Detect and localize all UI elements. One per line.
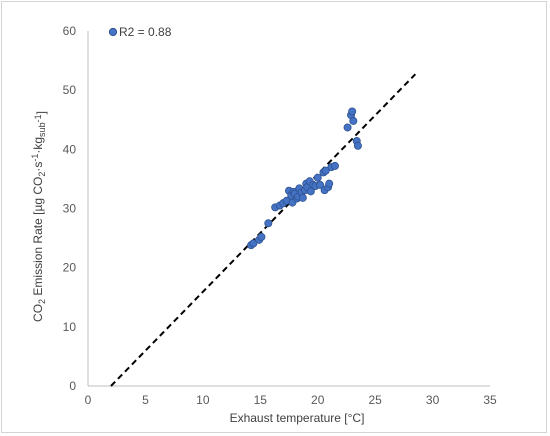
data-point	[349, 116, 358, 125]
x-tick-label: 30	[426, 393, 440, 407]
y-tick-label: 60	[63, 24, 77, 38]
legend: R2 = 0.88	[108, 25, 172, 39]
x-tick-label: 0	[85, 393, 92, 407]
y-axis-title-part: 2	[37, 299, 47, 304]
axes-group	[87, 31, 490, 387]
data-point	[313, 173, 322, 182]
tick-labels-group: 0 5 10 15 20 25 30 35 0 10 20 30 40 50 60	[63, 24, 497, 407]
trendline	[110, 73, 417, 387]
x-tick-label: 35	[483, 393, 497, 407]
data-points-group	[247, 107, 362, 250]
data-point	[264, 219, 273, 228]
data-point	[353, 141, 362, 150]
y-tick-label: 40	[63, 142, 77, 156]
x-tick-label: 20	[311, 393, 325, 407]
data-point	[257, 232, 266, 241]
y-tick-label: 20	[63, 261, 77, 275]
y-axis-title-part: ]	[34, 111, 48, 114]
x-tick-label: 25	[368, 393, 382, 407]
y-tick-label: 0	[69, 379, 76, 393]
y-axis-title-part: sub	[37, 122, 47, 137]
x-tick-label: 10	[196, 393, 210, 407]
data-point	[330, 161, 339, 170]
y-axis-title-part: ·s	[31, 162, 45, 172]
y-tick-label: 10	[63, 320, 77, 334]
data-point	[316, 180, 325, 189]
y-tick-label: 30	[63, 202, 77, 216]
data-point	[298, 193, 307, 202]
y-tick-label: 50	[63, 83, 77, 97]
y-axis-title-part: -1	[33, 114, 43, 122]
data-point	[321, 166, 330, 175]
data-point	[343, 123, 352, 132]
data-point	[325, 179, 334, 188]
data-point	[348, 107, 357, 116]
legend-marker	[108, 27, 118, 37]
x-axis-title: Exhaust temperature [°C]	[230, 411, 365, 425]
trendline-group	[110, 73, 417, 387]
y-axis-title-part: 2	[37, 172, 47, 177]
y-axis-title-part: -1	[30, 154, 40, 162]
data-point	[249, 239, 258, 248]
x-tick-label: 5	[142, 393, 149, 407]
x-tick-label: 15	[254, 393, 268, 407]
y-axis-title-part: ·kg	[31, 137, 45, 154]
legend-annotation: R2 = 0.88	[119, 25, 172, 39]
y-axis-title-part: Emission Rate [µg CO	[31, 177, 45, 299]
y-axis-title: CO2 Emission Rate [µg CO2·s-1·kgsub-1]	[30, 111, 48, 322]
y-axis-title-part: CO	[31, 304, 45, 322]
